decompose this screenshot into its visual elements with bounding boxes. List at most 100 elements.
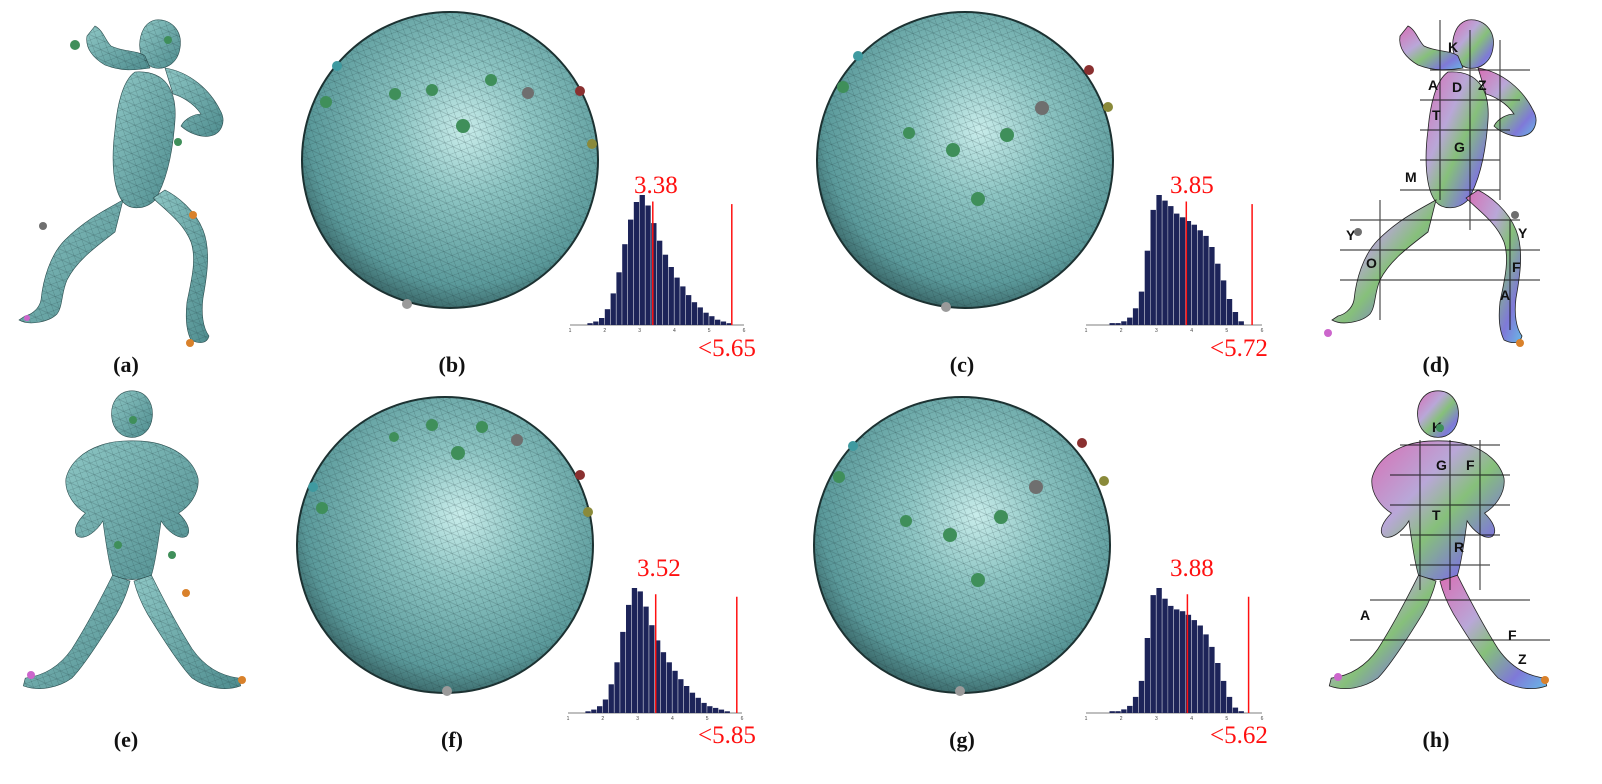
landmark-dot (174, 138, 182, 146)
histogram-bar (695, 697, 701, 713)
histogram-bar (701, 702, 707, 713)
histogram-bar (1226, 299, 1233, 325)
histogram-tick-label: 1 (1085, 716, 1088, 722)
svg-text:Z: Z (1518, 651, 1527, 667)
histogram-bar (645, 205, 651, 325)
histogram-bar (599, 318, 605, 325)
histogram-bar (1185, 614, 1192, 713)
histogram-bar (1197, 230, 1203, 325)
histogram-bar (637, 591, 643, 713)
histogram-bar (1232, 707, 1239, 713)
caption-f: (f) (441, 727, 463, 752)
histogram-bar (591, 709, 597, 713)
histogram-tick-label: 1 (567, 716, 570, 722)
histogram-bar (1156, 195, 1162, 325)
histogram-tick-label: 5 (706, 716, 709, 722)
histogram-bar (1168, 605, 1174, 713)
textured-figure-h: KGF TRA FZ (1328, 390, 1550, 690)
histogram-b: 1 2 3 4 5 6 (569, 195, 746, 334)
sphere-b (301, 11, 599, 309)
landmark-dot (1354, 228, 1362, 236)
histogram-bar (724, 711, 730, 713)
histogram-max-label: <5.65 (698, 335, 756, 362)
histogram-bar (643, 606, 649, 713)
histogram-bar (626, 604, 632, 713)
svg-text:T: T (1432, 507, 1441, 523)
histogram-bar (610, 293, 616, 325)
svg-text:Z: Z (1478, 77, 1487, 93)
caption-b: (b) (438, 352, 466, 377)
histogram-bar (651, 223, 657, 325)
histogram-bar (1203, 634, 1209, 713)
landmark-dot (186, 339, 194, 347)
histogram-mean-label: 3.85 (1170, 172, 1214, 199)
histogram-bar (1215, 663, 1221, 713)
histogram-bar (639, 195, 645, 325)
histogram-bar (678, 679, 684, 713)
histogram-bar (672, 670, 678, 713)
histogram-max-label: <5.62 (1210, 722, 1268, 749)
histogram-bar (616, 272, 622, 325)
histogram-tick-label: 2 (1120, 716, 1123, 722)
landmark-dot (129, 416, 137, 424)
histogram-bar (608, 684, 614, 713)
histogram-bar (1179, 217, 1186, 325)
histogram-bar (597, 706, 603, 713)
histogram-max-label: <5.72 (1210, 335, 1268, 362)
landmark-dot (189, 211, 197, 219)
landmark-dot (1324, 329, 1332, 337)
svg-text:A: A (1500, 287, 1510, 303)
histogram-tick-label: 5 (1225, 328, 1228, 334)
histogram-tick-label: 2 (603, 328, 606, 334)
svg-text:F: F (1512, 259, 1521, 275)
histogram-bar (622, 244, 628, 325)
histogram-bar (1132, 308, 1139, 325)
histogram-mean-label: 3.38 (634, 172, 678, 199)
histogram-bar (691, 302, 698, 325)
histogram-tick-label: 6 (1261, 328, 1264, 334)
textured-figure-d: KA D ZTG MY Y O FA (1324, 19, 1540, 347)
histogram-bar (633, 202, 640, 325)
histogram-bar (1185, 221, 1192, 325)
landmark-dot (1516, 339, 1524, 347)
histogram-bar (680, 286, 686, 325)
landmark-dot (1541, 676, 1549, 684)
svg-text:F: F (1508, 627, 1517, 643)
histogram-bar (1197, 625, 1203, 713)
caption-a: (a) (113, 352, 139, 377)
histogram-bar (1115, 323, 1121, 325)
histogram-bar (614, 662, 620, 713)
landmark-dot (27, 671, 35, 679)
histogram-bar (715, 319, 721, 325)
histogram-tick-label: 1 (569, 328, 572, 334)
svg-text:Y: Y (1346, 227, 1356, 243)
histogram-bar (1209, 247, 1215, 325)
sphere-f (296, 396, 594, 696)
histogram-bar (1174, 213, 1180, 325)
histogram-bar (1150, 595, 1156, 713)
histogram-tick-label: 4 (671, 716, 674, 722)
svg-text:A: A (1428, 77, 1438, 93)
histogram-bar (674, 277, 680, 325)
histogram-bar (1220, 280, 1227, 325)
landmark-dot (70, 40, 80, 50)
landmark-dot (1511, 211, 1519, 219)
histogram-bar (602, 699, 609, 713)
svg-text:O: O (1366, 255, 1377, 271)
histogram-tick-label: 6 (741, 716, 744, 722)
histogram-bar (1179, 611, 1186, 713)
histogram-mean-label: 3.88 (1170, 555, 1214, 582)
histogram-f: 1 2 3 4 5 6 (567, 588, 744, 722)
landmark-dot (238, 676, 246, 684)
histogram-tick-label: 4 (673, 328, 676, 334)
svg-text:R: R (1454, 539, 1464, 555)
landmark-dot (182, 589, 190, 597)
histogram-bar (1121, 321, 1127, 325)
histogram-tick-label: 3 (1155, 328, 1158, 334)
histogram-bar (1127, 705, 1133, 713)
histogram-bar (713, 707, 719, 713)
histogram-bar (1232, 312, 1239, 325)
histogram-bar (1138, 680, 1145, 713)
